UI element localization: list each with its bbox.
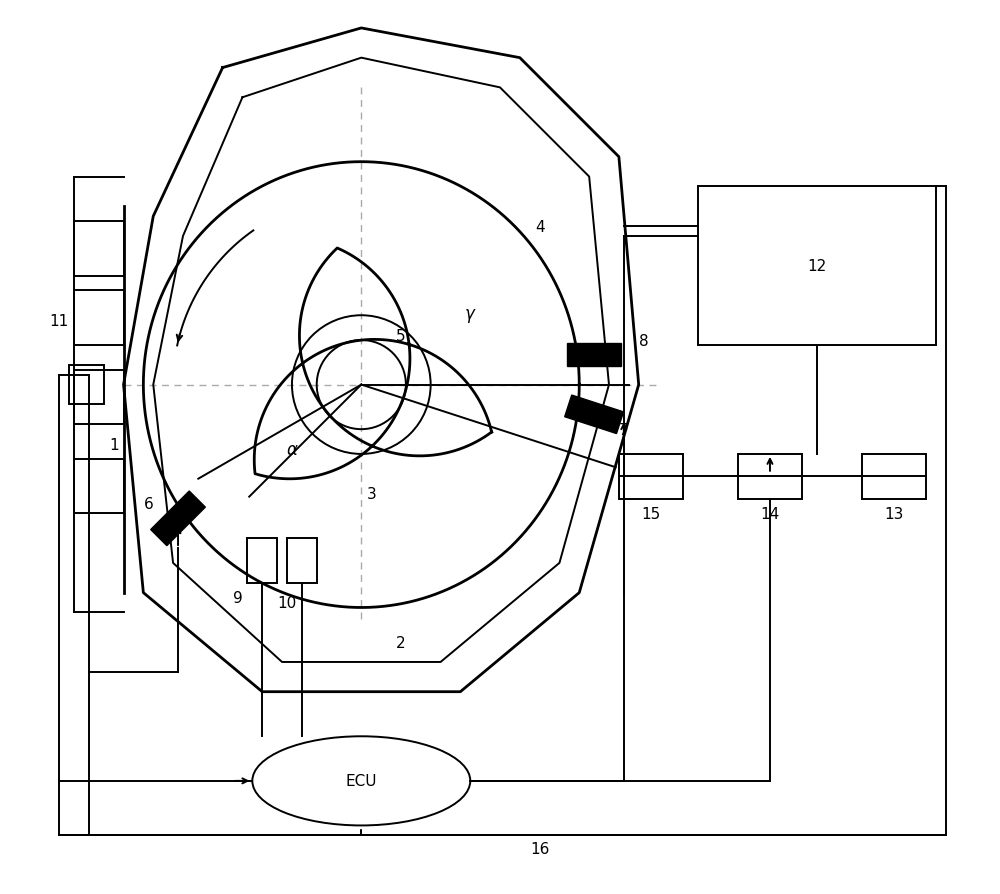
Text: 7: 7 xyxy=(619,422,629,437)
Text: 5: 5 xyxy=(396,328,406,343)
Text: 9: 9 xyxy=(233,590,242,605)
Bar xyxy=(74,222,124,276)
Bar xyxy=(74,460,124,514)
Text: 14: 14 xyxy=(760,506,780,521)
Bar xyxy=(619,454,683,499)
Text: 1: 1 xyxy=(109,437,118,452)
Bar xyxy=(862,454,926,499)
Polygon shape xyxy=(565,396,624,434)
Text: 13: 13 xyxy=(884,506,903,521)
Text: $\alpha$: $\alpha$ xyxy=(286,441,298,459)
Polygon shape xyxy=(151,492,205,546)
Text: 4: 4 xyxy=(535,219,544,234)
Text: 11: 11 xyxy=(50,313,69,328)
Text: $\gamma$: $\gamma$ xyxy=(464,307,477,325)
Text: 10: 10 xyxy=(277,595,297,611)
Bar xyxy=(287,538,317,583)
Text: 3: 3 xyxy=(366,486,376,502)
Text: 6: 6 xyxy=(143,496,153,511)
Text: 15: 15 xyxy=(641,506,661,521)
Bar xyxy=(74,291,124,346)
Bar xyxy=(69,366,104,405)
Bar xyxy=(247,538,277,583)
Bar xyxy=(698,187,936,346)
Text: ECU: ECU xyxy=(346,773,377,789)
Polygon shape xyxy=(567,344,621,367)
Text: 8: 8 xyxy=(639,333,648,348)
Bar xyxy=(74,370,124,425)
Text: 2: 2 xyxy=(396,635,406,650)
Text: 16: 16 xyxy=(530,840,549,856)
Bar xyxy=(738,454,802,499)
Text: 12: 12 xyxy=(807,259,827,274)
